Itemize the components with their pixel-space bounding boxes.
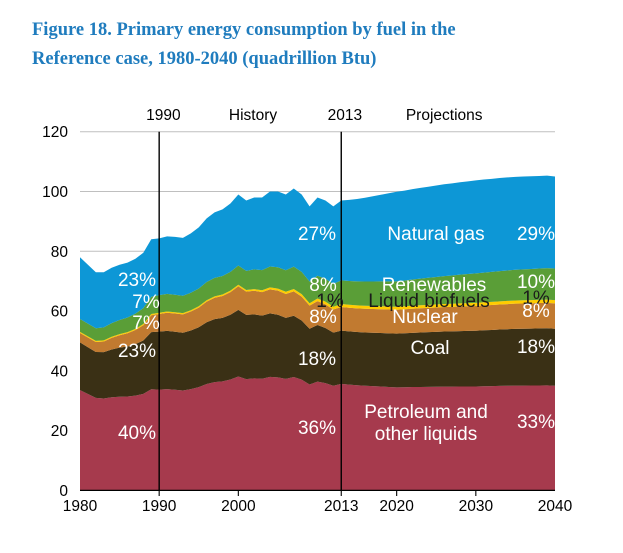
svg-text:Projections: Projections <box>406 107 483 124</box>
svg-text:40%: 40% <box>118 423 156 444</box>
svg-text:2040: 2040 <box>538 498 573 515</box>
svg-text:Nuclear: Nuclear <box>392 307 458 328</box>
svg-text:23%: 23% <box>118 270 156 291</box>
svg-text:29%: 29% <box>517 224 555 245</box>
svg-text:2020: 2020 <box>379 498 414 515</box>
svg-text:History: History <box>229 107 277 124</box>
svg-text:8%: 8% <box>309 307 337 328</box>
svg-text:23%: 23% <box>118 341 156 362</box>
svg-text:7%: 7% <box>132 313 160 334</box>
svg-text:other liquids: other liquids <box>375 424 477 445</box>
svg-text:120: 120 <box>42 124 68 141</box>
svg-text:2013: 2013 <box>328 107 362 124</box>
svg-text:100: 100 <box>42 184 68 201</box>
svg-text:Coal: Coal <box>410 338 449 359</box>
svg-text:1990: 1990 <box>142 498 177 515</box>
svg-text:36%: 36% <box>298 418 336 439</box>
svg-text:40: 40 <box>51 363 69 380</box>
svg-text:80: 80 <box>51 244 69 261</box>
svg-text:8%: 8% <box>522 301 550 322</box>
svg-text:33%: 33% <box>517 412 555 433</box>
svg-text:7%: 7% <box>132 292 160 313</box>
svg-text:2013: 2013 <box>324 498 358 515</box>
svg-text:1990: 1990 <box>146 107 181 124</box>
svg-text:60: 60 <box>51 304 69 321</box>
svg-text:18%: 18% <box>298 349 336 370</box>
svg-text:Natural gas: Natural gas <box>387 224 484 245</box>
svg-text:18%: 18% <box>517 337 555 358</box>
svg-text:2000: 2000 <box>221 498 256 515</box>
svg-text:Petroleum and: Petroleum and <box>364 402 488 423</box>
svg-text:1980: 1980 <box>63 498 98 515</box>
svg-text:27%: 27% <box>298 224 336 245</box>
svg-text:20: 20 <box>51 423 69 440</box>
svg-text:2030: 2030 <box>459 498 494 515</box>
